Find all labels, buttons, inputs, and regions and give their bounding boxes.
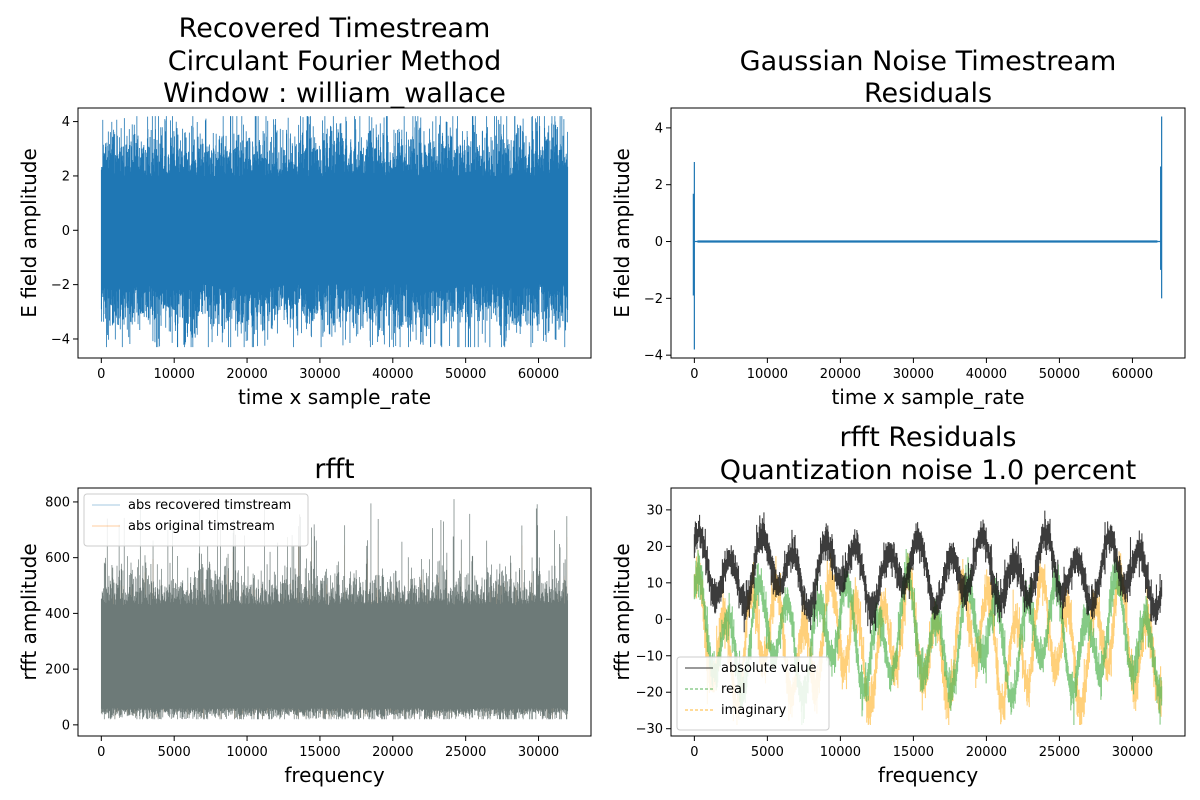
y-tick-label: 20 bbox=[646, 540, 663, 555]
x-tick-label: 10000 bbox=[226, 745, 267, 760]
plot-frame bbox=[77, 107, 592, 359]
y-tick-label: −30 bbox=[636, 722, 663, 737]
series-line bbox=[100, 116, 569, 348]
y-tick-label: 200 bbox=[45, 663, 70, 678]
x-axis-label: frequency bbox=[878, 763, 978, 787]
y-tick-label: −10 bbox=[636, 649, 663, 664]
x-tick-label: 50000 bbox=[445, 367, 486, 382]
chart-title-line: Window : william_wallace bbox=[163, 78, 506, 109]
chart-title-line: Residuals bbox=[864, 78, 992, 109]
y-tick-label: 0 bbox=[62, 224, 70, 239]
x-tick-label: 30000 bbox=[518, 745, 559, 760]
legend: absolute value real imaginary bbox=[676, 656, 830, 731]
y-tick-label: 0 bbox=[62, 718, 70, 733]
x-tick-label: 20000 bbox=[372, 745, 413, 760]
series-line bbox=[692, 116, 1163, 350]
chart-title-line: Recovered Timestream bbox=[179, 13, 491, 44]
y-axis-label: rfft amplitude bbox=[610, 543, 634, 680]
chart-title-line: Gaussian Noise Timestream bbox=[740, 46, 1117, 77]
y-tick-label: −4 bbox=[51, 332, 70, 347]
chart-title-line: Quantization noise 1.0 percent bbox=[720, 455, 1136, 486]
x-tick-label: 10000 bbox=[820, 745, 861, 760]
x-tick-label: 30000 bbox=[1112, 745, 1153, 760]
series-line-absolute-value bbox=[693, 510, 1163, 634]
series-line-recovered bbox=[100, 499, 569, 720]
x-tick-label: 20000 bbox=[226, 367, 267, 382]
x-tick-label: 50000 bbox=[1039, 367, 1080, 382]
x-axis-label: frequency bbox=[284, 763, 384, 787]
legend-entry: abs recovered timstream bbox=[128, 498, 291, 513]
legend-entry: imaginary bbox=[721, 703, 787, 718]
x-tick-label: 0 bbox=[690, 745, 698, 760]
y-tick-label: 400 bbox=[45, 607, 70, 622]
x-axis-label: time x sample_rate bbox=[831, 385, 1024, 409]
y-tick-label: 2 bbox=[62, 169, 70, 184]
x-tick-label: 10000 bbox=[747, 367, 788, 382]
y-tick-label: −2 bbox=[644, 292, 663, 307]
x-tick-label: 5000 bbox=[158, 745, 191, 760]
plot-frame bbox=[670, 107, 1186, 359]
x-tick-label: 60000 bbox=[518, 367, 559, 382]
plot-frame bbox=[77, 487, 592, 737]
y-tick-label: 30 bbox=[646, 503, 663, 518]
y-tick-label: 0 bbox=[655, 613, 663, 628]
x-tick-label: 60000 bbox=[1112, 367, 1153, 382]
legend-entry: abs original timstream bbox=[128, 519, 275, 534]
plot-area bbox=[692, 116, 1163, 350]
chart-panel-3: rfft frequency rfft amplitude 0 5000 10000 150… bbox=[17, 454, 592, 787]
x-tick-label: 20000 bbox=[820, 367, 861, 382]
y-axis-label: E field amplitude bbox=[17, 148, 41, 318]
y-axis-label: E field amplitude bbox=[610, 148, 634, 318]
legend-entry: absolute value bbox=[721, 661, 817, 676]
y-tick-label: 4 bbox=[655, 121, 663, 136]
y-tick-label: −4 bbox=[644, 349, 663, 364]
x-tick-label: 0 bbox=[97, 367, 105, 382]
x-tick-label: 0 bbox=[97, 745, 105, 760]
x-tick-label: 20000 bbox=[966, 745, 1007, 760]
x-tick-label: 0 bbox=[690, 367, 698, 382]
x-tick-label: 25000 bbox=[445, 745, 486, 760]
legend: abs recovered timstream abs original tims… bbox=[83, 493, 309, 547]
x-tick-label: 30000 bbox=[893, 367, 934, 382]
y-tick-label: 4 bbox=[62, 115, 70, 130]
x-tick-label: 40000 bbox=[966, 367, 1007, 382]
x-tick-label: 40000 bbox=[372, 367, 413, 382]
x-tick-label: 10000 bbox=[154, 367, 195, 382]
chart-title-line: Circulant Fourier Method bbox=[168, 46, 502, 77]
legend-box bbox=[83, 493, 309, 547]
y-tick-label: 10 bbox=[646, 576, 663, 591]
plot-area bbox=[100, 116, 569, 348]
y-tick-label: 800 bbox=[45, 495, 70, 510]
legend-box bbox=[676, 656, 830, 731]
x-tick-label: 15000 bbox=[299, 745, 340, 760]
x-axis-label: time x sample_rate bbox=[238, 385, 431, 409]
chart-title-line: rfft bbox=[314, 454, 354, 485]
y-tick-label: 600 bbox=[45, 551, 70, 566]
plot-area bbox=[100, 499, 569, 720]
y-tick-label: −20 bbox=[636, 686, 663, 701]
chart-title-line: rfft Residuals bbox=[840, 422, 1017, 453]
x-tick-label: 5000 bbox=[751, 745, 784, 760]
x-tick-label: 15000 bbox=[893, 745, 934, 760]
x-tick-label: 30000 bbox=[299, 367, 340, 382]
y-tick-label: 2 bbox=[655, 178, 663, 193]
plot-frame bbox=[670, 487, 1186, 737]
y-axis-label: rfft amplitude bbox=[17, 543, 41, 680]
y-tick-label: 0 bbox=[655, 235, 663, 250]
x-tick-label: 25000 bbox=[1039, 745, 1080, 760]
legend-entry: real bbox=[721, 682, 746, 697]
y-tick-label: −2 bbox=[51, 278, 70, 293]
